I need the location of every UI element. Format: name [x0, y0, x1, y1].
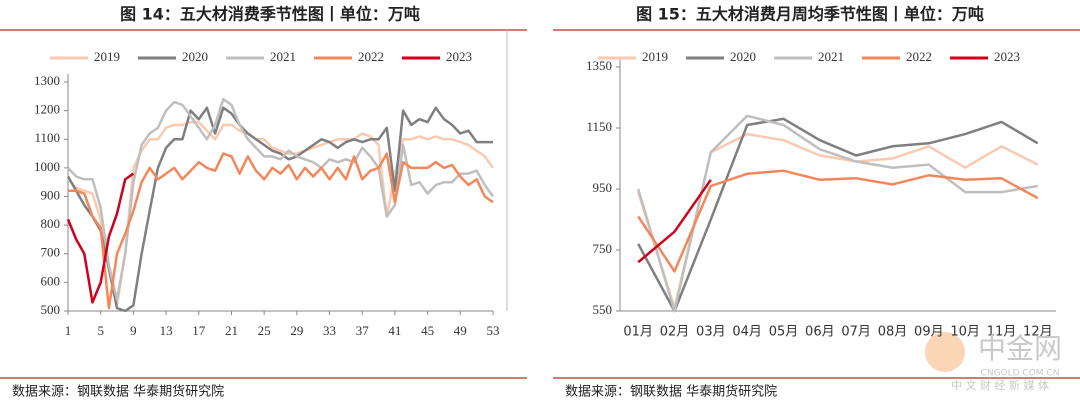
series-line: [637, 179, 712, 264]
x-tick-label: 12月: [1023, 325, 1053, 340]
x-tick-label: 17: [192, 323, 206, 338]
x-tick-label: 05月: [769, 325, 799, 340]
x-tick-label: 02月: [660, 325, 690, 340]
y-tick-label: 950: [593, 180, 613, 195]
x-tick-label: 08月: [878, 325, 908, 340]
x-tick-label: 37: [356, 323, 370, 338]
legend-label: 2019: [642, 49, 668, 64]
y-tick-label: 700: [41, 245, 61, 260]
y-tick-label: 1000: [34, 159, 60, 174]
x-tick-label: 29: [290, 323, 303, 338]
x-tick-label: 45: [421, 323, 434, 338]
y-tick-label: 500: [41, 302, 61, 317]
y-tick-label: 1300: [34, 73, 60, 88]
legend-label: 2023: [994, 49, 1020, 64]
series-line: [68, 152, 494, 310]
watermark: 中金网: [978, 332, 1062, 365]
watermark: 中 文 财 经 新 媒 体: [951, 378, 1049, 392]
x-tick-label: 5: [97, 323, 104, 338]
legend-label: 2020: [730, 49, 756, 64]
y-tick-label: 1150: [586, 119, 612, 134]
legend-label: 2021: [270, 49, 296, 64]
chart-title: 图 14：五大材消费季节性图丨单位：万吨: [120, 5, 420, 24]
legend-label: 2019: [94, 49, 120, 64]
x-tick-label: 10月: [950, 325, 980, 340]
legend-label: 2023: [446, 49, 472, 64]
legend-label: 2021: [818, 49, 844, 64]
y-tick-label: 600: [41, 273, 61, 288]
legend-label: 2020: [182, 49, 208, 64]
x-tick-label: 07月: [841, 325, 871, 340]
series-line: [637, 169, 1039, 273]
watermark: CNGOLD.COM.CN: [981, 369, 1060, 379]
y-tick-label: 900: [41, 187, 61, 202]
y-tick-label: 750: [593, 241, 613, 256]
legend-label: 2022: [358, 49, 384, 64]
x-tick-label: 03月: [696, 325, 726, 340]
source: 数据来源：钢联数据 华泰期货研究院: [12, 384, 224, 400]
x-tick-label: 13: [160, 323, 173, 338]
series-line: [66, 172, 135, 304]
x-tick-label: 41: [388, 323, 401, 338]
x-tick-label: 01月: [623, 325, 653, 340]
chart-title: 图 15：五大材消费月周均季节性图丨单位：万吨: [636, 5, 984, 24]
x-tick-label: 11月: [987, 325, 1017, 340]
series-line: [637, 114, 1039, 313]
y-tick-label: 1350: [586, 58, 612, 73]
y-tick-label: 1200: [34, 102, 60, 117]
x-tick-label: 49: [454, 323, 467, 338]
x-tick-label: 21: [225, 323, 238, 338]
series-line: [637, 132, 1039, 310]
legend-label: 2022: [906, 49, 932, 64]
y-tick-label: 1100: [34, 130, 60, 145]
x-tick-label: 9: [130, 323, 137, 338]
series-line: [67, 97, 495, 301]
series-line: [637, 117, 1039, 313]
x-tick-label: 06月: [805, 325, 835, 340]
x-tick-label: 33: [323, 323, 336, 338]
y-tick-label: 550: [593, 302, 613, 317]
series-line: [66, 106, 493, 313]
x-tick-label: 09月: [914, 325, 944, 340]
watermark-logo: [925, 332, 965, 372]
x-tick-label: 04月: [732, 325, 762, 340]
x-tick-label: 25: [258, 323, 271, 338]
source: 数据来源：钢联数据 华泰期货研究院: [565, 384, 777, 400]
x-tick-label: 53: [487, 323, 500, 338]
x-tick-label: 1: [65, 323, 72, 338]
y-tick-label: 800: [41, 216, 61, 231]
